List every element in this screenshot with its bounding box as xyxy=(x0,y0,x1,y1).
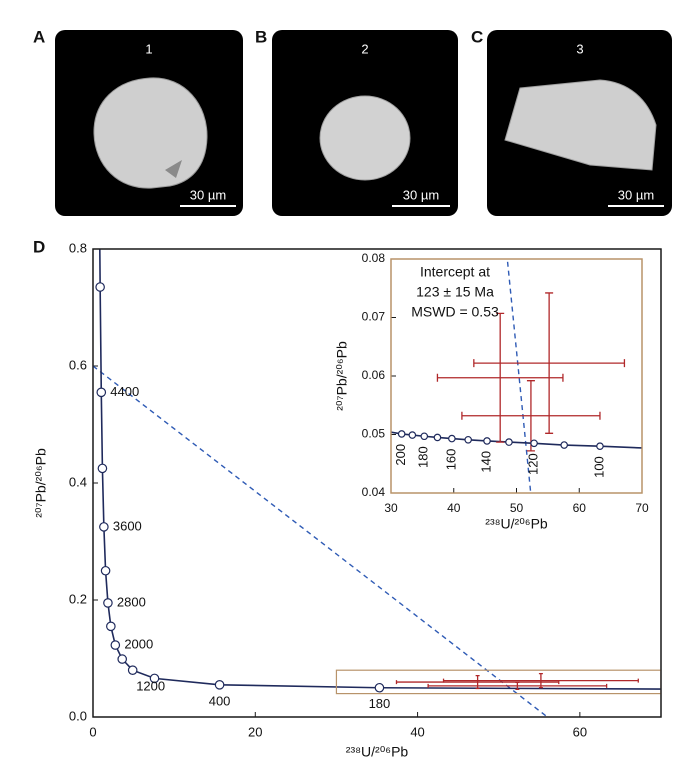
age-marker xyxy=(420,432,429,441)
panel-letter: D xyxy=(33,237,45,256)
grain-feature xyxy=(165,160,182,178)
annotation: MSWD = 0.53 xyxy=(411,304,499,320)
panel-number: 3 xyxy=(576,41,583,56)
scale-bar-label: 30 µm xyxy=(190,187,226,202)
x-axis-label: ²³⁸U/²⁰⁶Pb xyxy=(346,744,409,759)
age-label: 2000 xyxy=(124,636,153,651)
y-tick-label: 0.6 xyxy=(69,357,87,372)
scale-bar-label: 30 µm xyxy=(618,187,654,202)
panel-number: 2 xyxy=(361,41,368,56)
panel-c xyxy=(487,30,672,216)
age-marker xyxy=(448,434,456,443)
age-marker xyxy=(97,463,108,474)
age-marker xyxy=(95,282,105,292)
age-marker xyxy=(100,565,111,576)
age-marker xyxy=(560,441,568,449)
age-marker xyxy=(374,682,385,693)
age-label: 120 xyxy=(526,453,541,475)
age-marker xyxy=(127,665,138,675)
age-marker xyxy=(530,439,538,448)
y-error-bar xyxy=(496,312,505,443)
age-label: 160 xyxy=(443,449,458,471)
age-marker xyxy=(397,430,406,438)
x-tick-label: 40 xyxy=(410,724,424,739)
panel-b xyxy=(272,30,458,216)
plot-content xyxy=(93,249,661,717)
age-marker xyxy=(483,437,491,445)
age-marker xyxy=(464,435,472,444)
plot-frame xyxy=(390,258,643,494)
y-error-bar xyxy=(545,292,554,434)
x-tick-label: 60 xyxy=(573,501,587,515)
x-tick-label: 30 xyxy=(384,501,398,515)
panel-letter: C xyxy=(471,27,483,46)
age-label: 4400 xyxy=(110,384,139,399)
y-error-bar xyxy=(526,380,535,452)
age-label: 100 xyxy=(591,456,606,478)
y-error-bar xyxy=(515,681,520,691)
age-marker xyxy=(117,654,128,664)
age-marker xyxy=(103,598,113,608)
discordia-line xyxy=(93,365,548,717)
panel-letter: B xyxy=(255,27,267,46)
panel-letter: A xyxy=(33,27,45,46)
x-axis-label: ²³⁸U/²⁰⁶Pb xyxy=(485,516,548,532)
y-tick-label: 0.05 xyxy=(362,427,386,441)
age-marker xyxy=(214,680,225,690)
age-label: 180 xyxy=(416,446,431,468)
y-axis-label: ²⁰⁷Pb/²⁰⁶Pb xyxy=(334,341,350,411)
age-label: 1200 xyxy=(136,679,165,694)
y-tick-label: 0.07 xyxy=(362,310,386,324)
x-tick-label: 50 xyxy=(510,501,524,515)
y-tick-label: 0.4 xyxy=(69,474,87,489)
panel-a xyxy=(55,30,243,216)
y-tick-label: 0.0 xyxy=(69,708,87,723)
y-tick-label: 0.04 xyxy=(362,485,386,499)
zoom-box xyxy=(335,669,661,695)
plot-frame xyxy=(92,248,662,718)
plot-content xyxy=(391,259,642,493)
age-marker xyxy=(96,387,107,398)
age-label: 200 xyxy=(393,444,408,466)
age-marker xyxy=(505,438,513,446)
grain xyxy=(319,95,411,181)
annotation: Intercept at xyxy=(420,264,490,280)
grain xyxy=(93,77,208,189)
age-label: 180 xyxy=(369,696,391,711)
x-tick-label: 60 xyxy=(573,724,587,739)
panel-number: 1 xyxy=(145,41,152,56)
y-tick-label: 0.2 xyxy=(69,591,87,606)
x-tick-label: 70 xyxy=(635,501,649,515)
annotation: 123 ± 15 Ma xyxy=(416,284,494,300)
scale-bar-label: 30 µm xyxy=(403,187,439,202)
age-label: 140 xyxy=(478,451,493,473)
age-marker xyxy=(596,442,604,451)
x-tick-label: 20 xyxy=(248,724,262,739)
age-marker xyxy=(408,431,417,439)
age-marker xyxy=(149,673,160,684)
age-marker xyxy=(99,522,109,532)
y-tick-label: 0.8 xyxy=(69,240,87,255)
grain xyxy=(504,79,657,171)
age-label: 2800 xyxy=(117,594,146,609)
age-label: 3600 xyxy=(113,518,142,533)
y-tick-label: 0.06 xyxy=(362,368,386,382)
age-marker xyxy=(110,640,121,650)
age-label: 400 xyxy=(209,693,231,708)
x-tick-label: 40 xyxy=(447,501,461,515)
x-tick-label: 0 xyxy=(89,724,96,739)
age-marker xyxy=(433,433,442,442)
y-axis-label: ²⁰⁷Pb/²⁰⁶Pb xyxy=(33,448,49,518)
age-marker xyxy=(106,621,116,632)
y-tick-label: 0.08 xyxy=(362,251,386,265)
